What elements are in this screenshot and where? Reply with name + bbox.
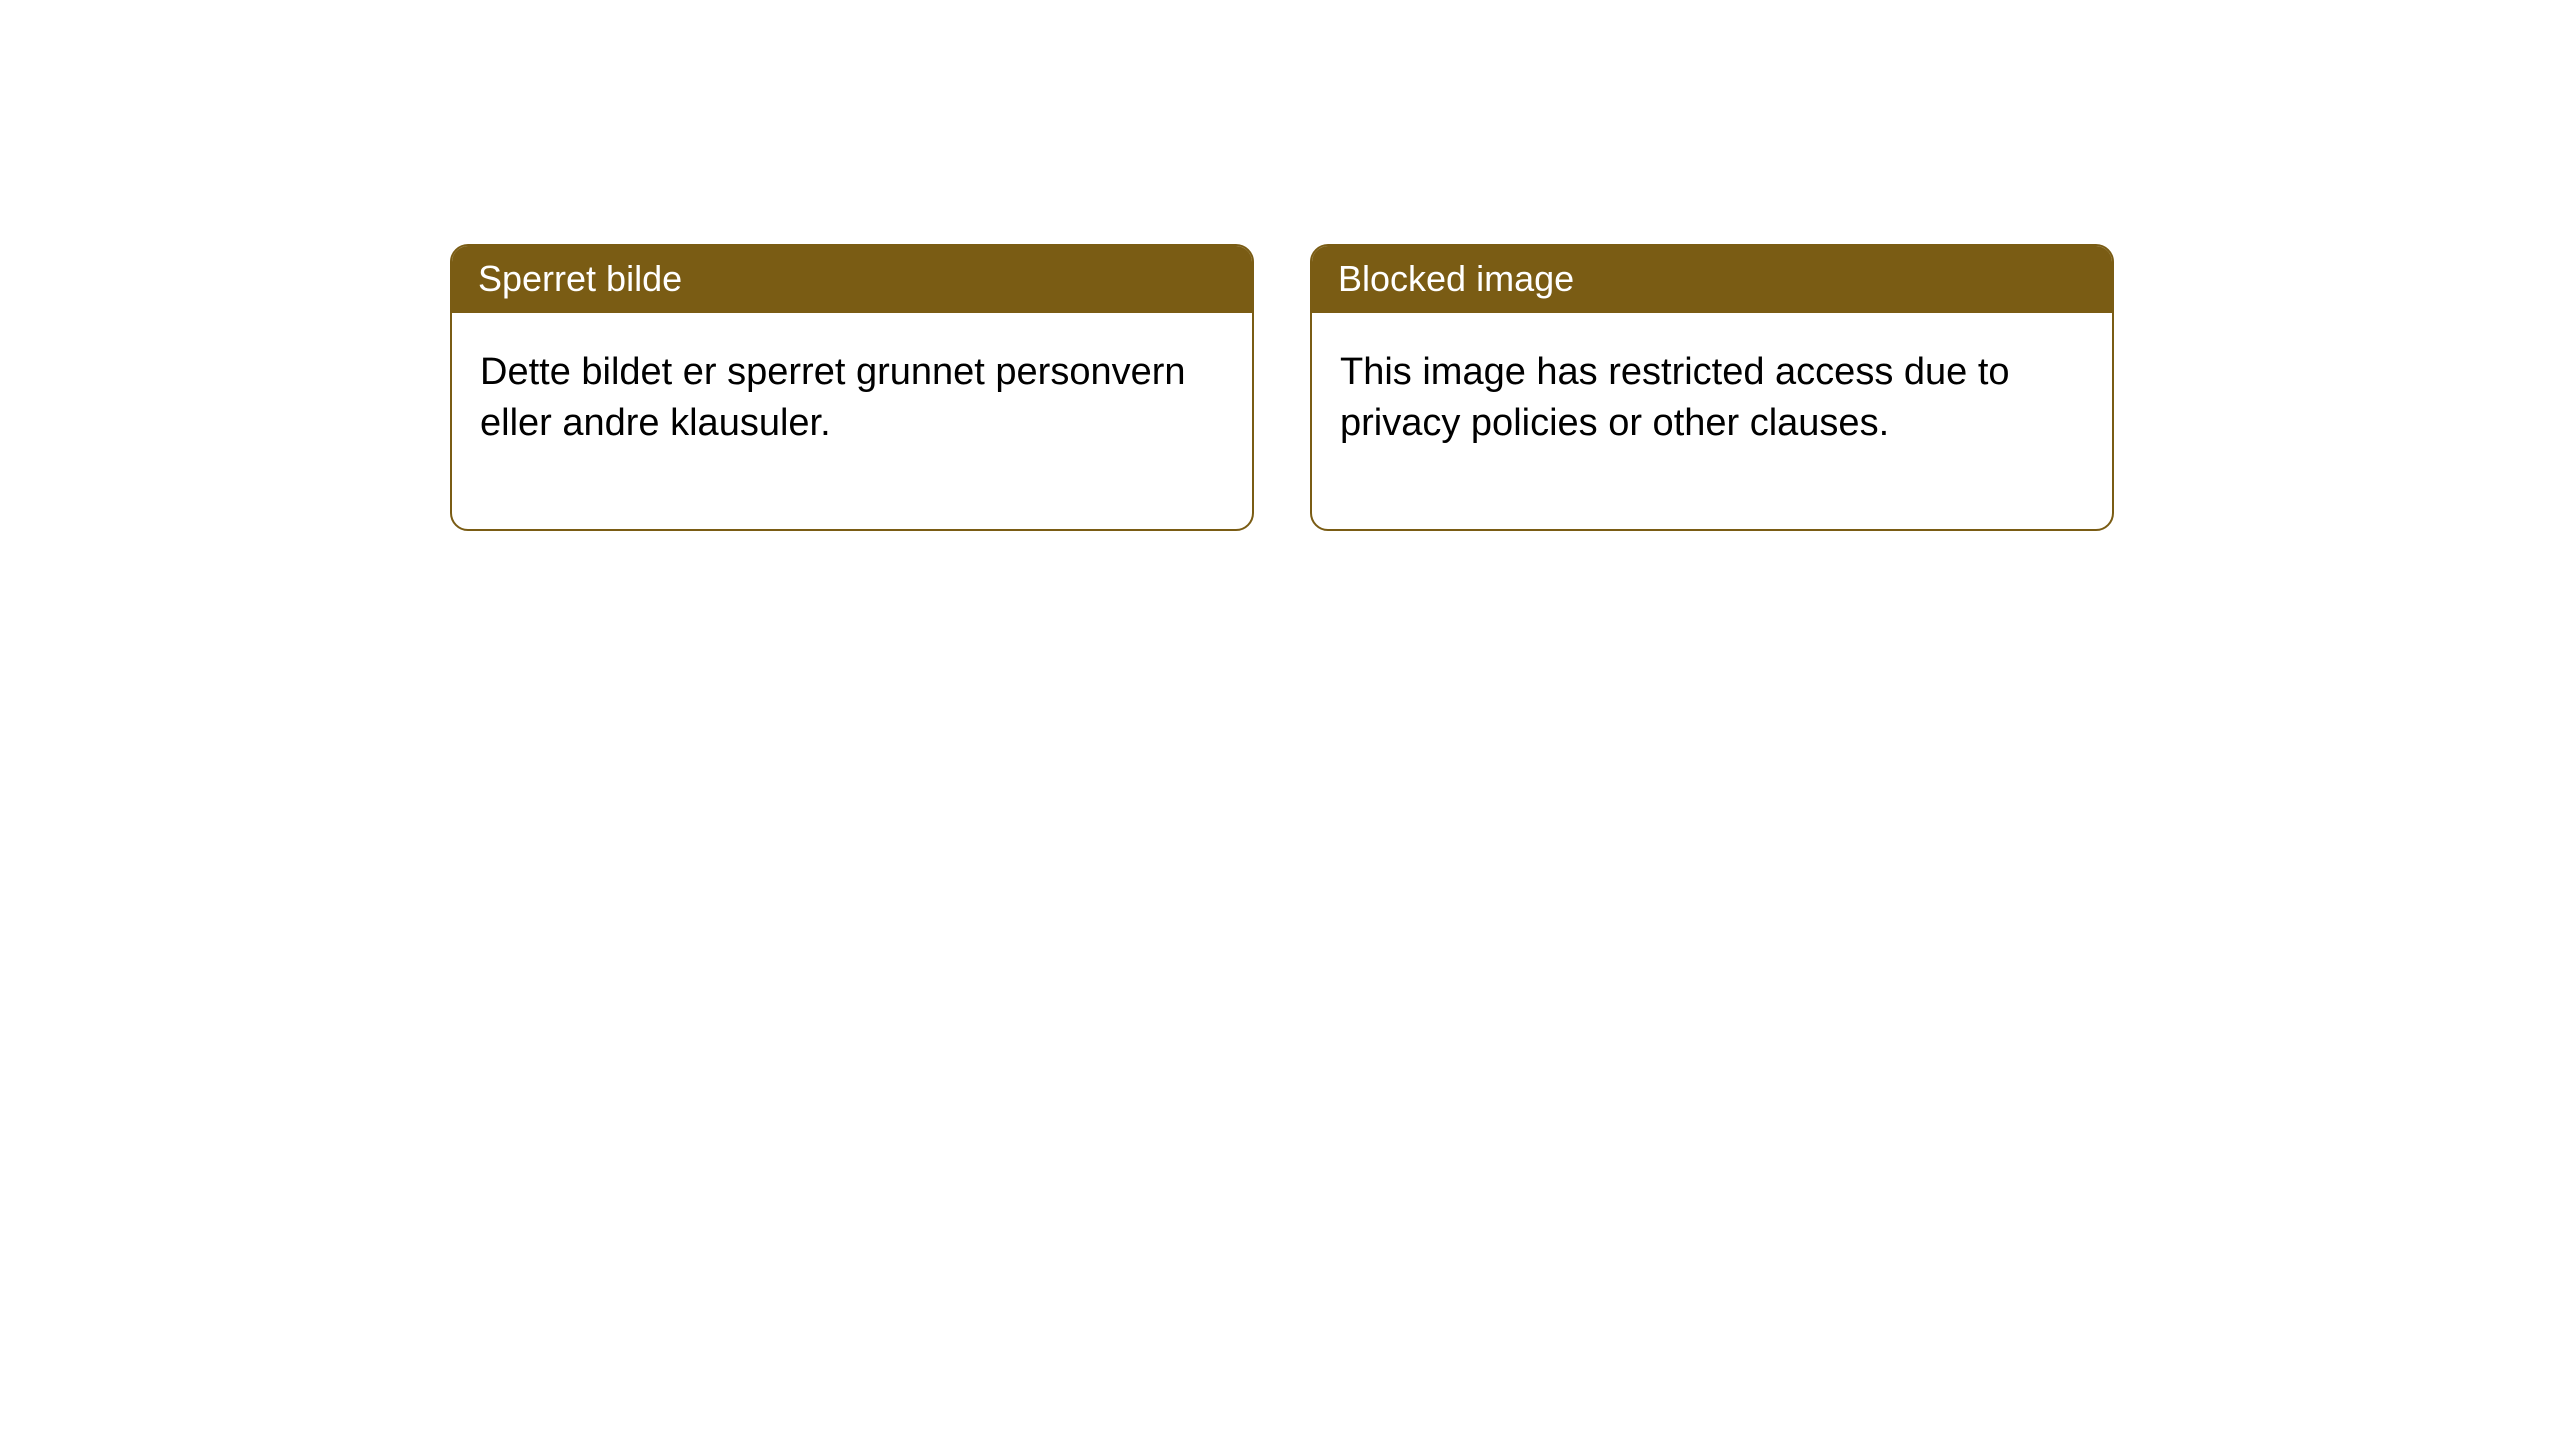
notice-header: Sperret bilde <box>452 246 1252 313</box>
notice-header: Blocked image <box>1312 246 2112 313</box>
notice-body: This image has restricted access due to … <box>1312 313 2112 530</box>
notice-card-norwegian: Sperret bilde Dette bildet er sperret gr… <box>450 244 1254 531</box>
notice-container: Sperret bilde Dette bildet er sperret gr… <box>450 244 2114 531</box>
notice-body: Dette bildet er sperret grunnet personve… <box>452 313 1252 530</box>
notice-card-english: Blocked image This image has restricted … <box>1310 244 2114 531</box>
